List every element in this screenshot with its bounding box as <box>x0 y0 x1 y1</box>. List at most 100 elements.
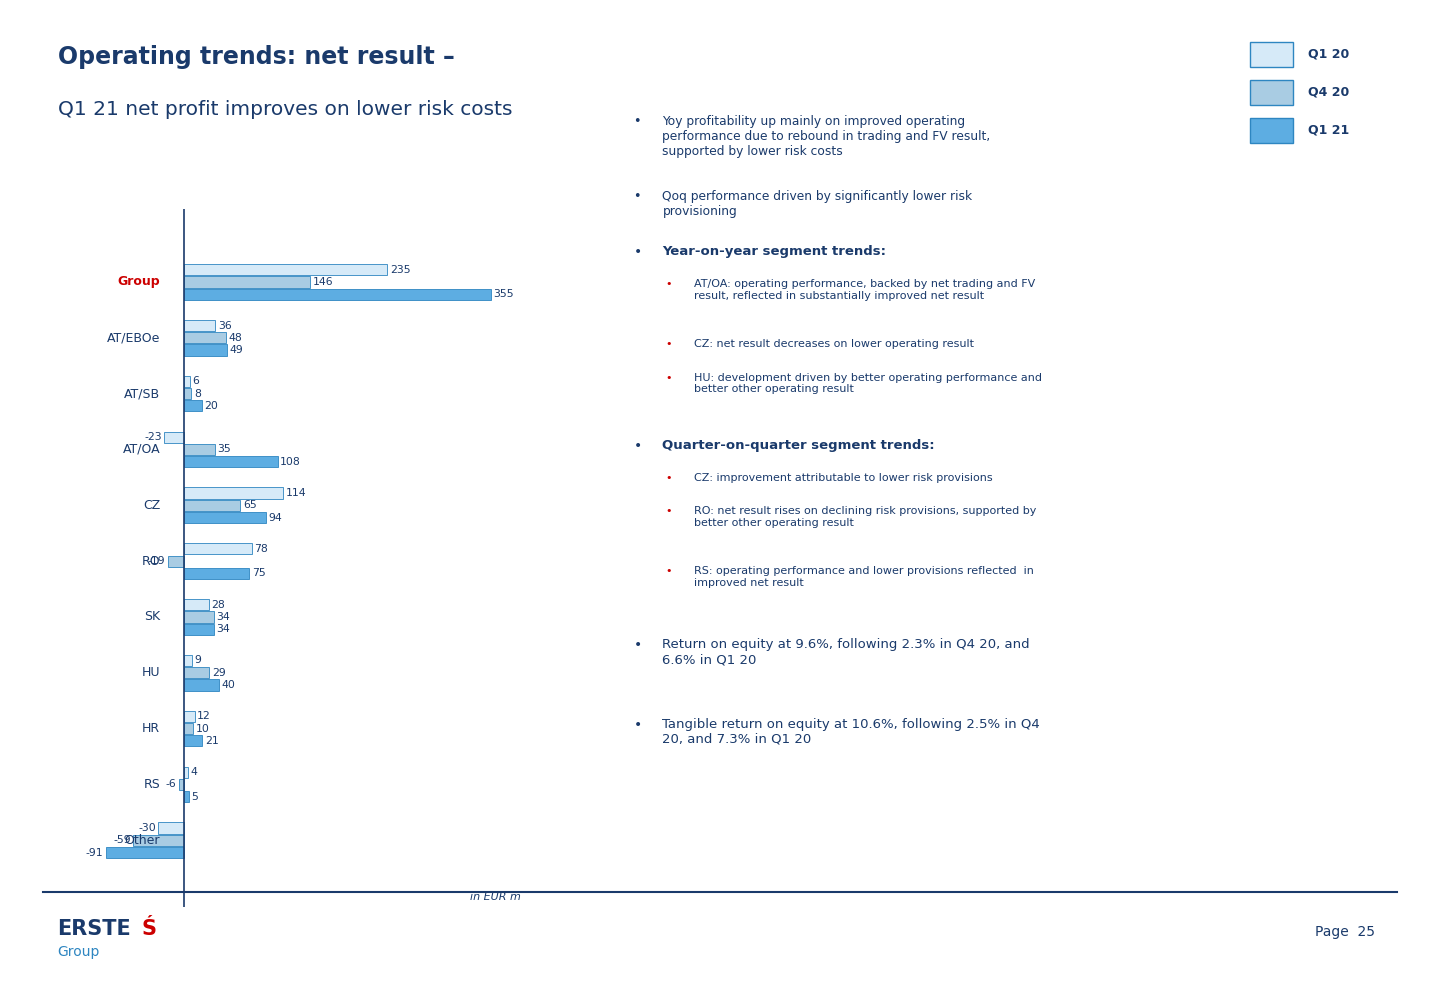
Text: 36: 36 <box>217 320 232 330</box>
Text: 10: 10 <box>196 724 209 734</box>
Text: Qoq performance driven by significantly lower risk
provisioning: Qoq performance driven by significantly … <box>662 190 972 218</box>
Text: HR: HR <box>143 722 160 735</box>
Text: •: • <box>665 339 672 349</box>
Text: Tangible return on equity at 10.6%, following 2.5% in Q4
20, and 7.3% in Q1 20: Tangible return on equity at 10.6%, foll… <box>662 718 1040 746</box>
Bar <box>184 624 213 635</box>
Text: 12: 12 <box>197 711 212 721</box>
Bar <box>184 599 209 610</box>
Bar <box>184 276 311 287</box>
Text: Return on equity at 9.6%, following 2.3% in Q4 20, and
6.6% in Q1 20: Return on equity at 9.6%, following 2.3%… <box>662 638 1030 666</box>
Text: 49: 49 <box>229 345 243 355</box>
Bar <box>184 667 209 678</box>
Text: RO: net result rises on declining risk provisions, supported by
better other ope: RO: net result rises on declining risk p… <box>694 506 1037 528</box>
Text: Yoy profitability up mainly on improved operating
performance due to rebound in : Yoy profitability up mainly on improved … <box>662 115 991 158</box>
Text: CZ: improvement attributable to lower risk provisions: CZ: improvement attributable to lower ri… <box>694 473 992 483</box>
Bar <box>184 457 278 468</box>
Text: Q4 20: Q4 20 <box>1308 86 1349 99</box>
Text: •: • <box>665 473 672 483</box>
Text: CZ: CZ <box>143 498 160 511</box>
Bar <box>168 555 184 566</box>
Text: Q1 21: Q1 21 <box>1308 124 1349 137</box>
Text: Ś: Ś <box>141 919 156 939</box>
Text: HU: development driven by better operating performance and
better other operatin: HU: development driven by better operati… <box>694 373 1043 395</box>
Bar <box>184 711 194 722</box>
Text: CZ: net result decreases on lower operating result: CZ: net result decreases on lower operat… <box>694 339 973 349</box>
Text: 48: 48 <box>229 333 242 343</box>
Text: Quarter-on-quarter segment trends:: Quarter-on-quarter segment trends: <box>662 439 935 452</box>
Bar <box>184 792 189 803</box>
Text: RS: operating performance and lower provisions reflected  in
improved net result: RS: operating performance and lower prov… <box>694 566 1034 588</box>
Text: in EUR m: in EUR m <box>471 891 521 901</box>
Text: RS: RS <box>144 778 160 791</box>
Text: 78: 78 <box>255 543 268 553</box>
Text: Q1 21 net profit improves on lower risk costs: Q1 21 net profit improves on lower risk … <box>58 100 513 119</box>
Bar <box>158 823 184 833</box>
Text: RO: RO <box>141 554 160 567</box>
Bar <box>179 779 184 790</box>
Text: •: • <box>634 190 641 203</box>
Text: 75: 75 <box>252 568 265 578</box>
Text: Year-on-year segment trends:: Year-on-year segment trends: <box>662 245 887 258</box>
Text: 34: 34 <box>216 624 230 634</box>
Bar <box>164 432 184 443</box>
Bar <box>184 376 190 387</box>
Text: •: • <box>665 506 672 516</box>
Text: •: • <box>665 566 672 576</box>
Text: 94: 94 <box>268 512 282 522</box>
Text: -23: -23 <box>144 432 161 442</box>
Text: 146: 146 <box>312 277 334 287</box>
Bar <box>184 543 252 554</box>
Text: -6: -6 <box>166 780 177 790</box>
Text: -59: -59 <box>114 835 131 845</box>
Text: •: • <box>665 279 672 289</box>
Text: 8: 8 <box>194 389 200 399</box>
Text: 21: 21 <box>204 736 219 746</box>
Bar <box>184 680 219 691</box>
Text: 20: 20 <box>204 401 217 411</box>
Text: •: • <box>634 638 642 652</box>
Bar <box>184 264 387 275</box>
Text: Page  25: Page 25 <box>1315 925 1375 939</box>
Bar <box>184 568 249 579</box>
Text: HU: HU <box>141 666 160 679</box>
Text: AT/OA: operating performance, backed by net trading and FV
result, reflected in : AT/OA: operating performance, backed by … <box>694 279 1035 301</box>
Text: 4: 4 <box>190 767 197 777</box>
Bar <box>184 512 265 523</box>
Text: AT/SB: AT/SB <box>124 387 160 400</box>
Bar <box>184 388 192 399</box>
Text: 9: 9 <box>194 655 202 665</box>
Text: 29: 29 <box>212 668 226 678</box>
Bar <box>105 847 184 858</box>
Text: 34: 34 <box>216 612 230 622</box>
Text: -91: -91 <box>85 847 104 857</box>
Bar <box>184 320 216 331</box>
Text: •: • <box>634 115 641 128</box>
Text: 65: 65 <box>243 500 256 510</box>
Bar <box>184 401 202 412</box>
Bar <box>184 332 226 343</box>
Text: Group: Group <box>118 275 160 288</box>
Bar <box>184 767 187 778</box>
Bar <box>184 345 226 356</box>
Text: -30: -30 <box>138 823 156 832</box>
Text: 114: 114 <box>285 488 307 498</box>
Text: SK: SK <box>144 610 160 623</box>
Text: Group: Group <box>58 945 99 959</box>
Bar <box>184 444 215 455</box>
Text: 28: 28 <box>212 599 225 609</box>
Bar <box>184 289 491 300</box>
Text: ERSTE: ERSTE <box>58 919 131 939</box>
Text: AT/EBOe: AT/EBOe <box>107 331 160 344</box>
Text: 5: 5 <box>192 792 199 802</box>
Text: 35: 35 <box>217 445 230 455</box>
Bar <box>134 834 184 845</box>
Text: •: • <box>634 718 642 732</box>
Text: 108: 108 <box>281 457 301 467</box>
Bar <box>184 499 240 510</box>
Text: •: • <box>665 373 672 383</box>
Text: •: • <box>634 245 642 259</box>
Text: •: • <box>634 439 642 453</box>
Bar <box>184 736 203 747</box>
Text: 6: 6 <box>192 376 199 386</box>
Text: -19: -19 <box>148 556 166 566</box>
